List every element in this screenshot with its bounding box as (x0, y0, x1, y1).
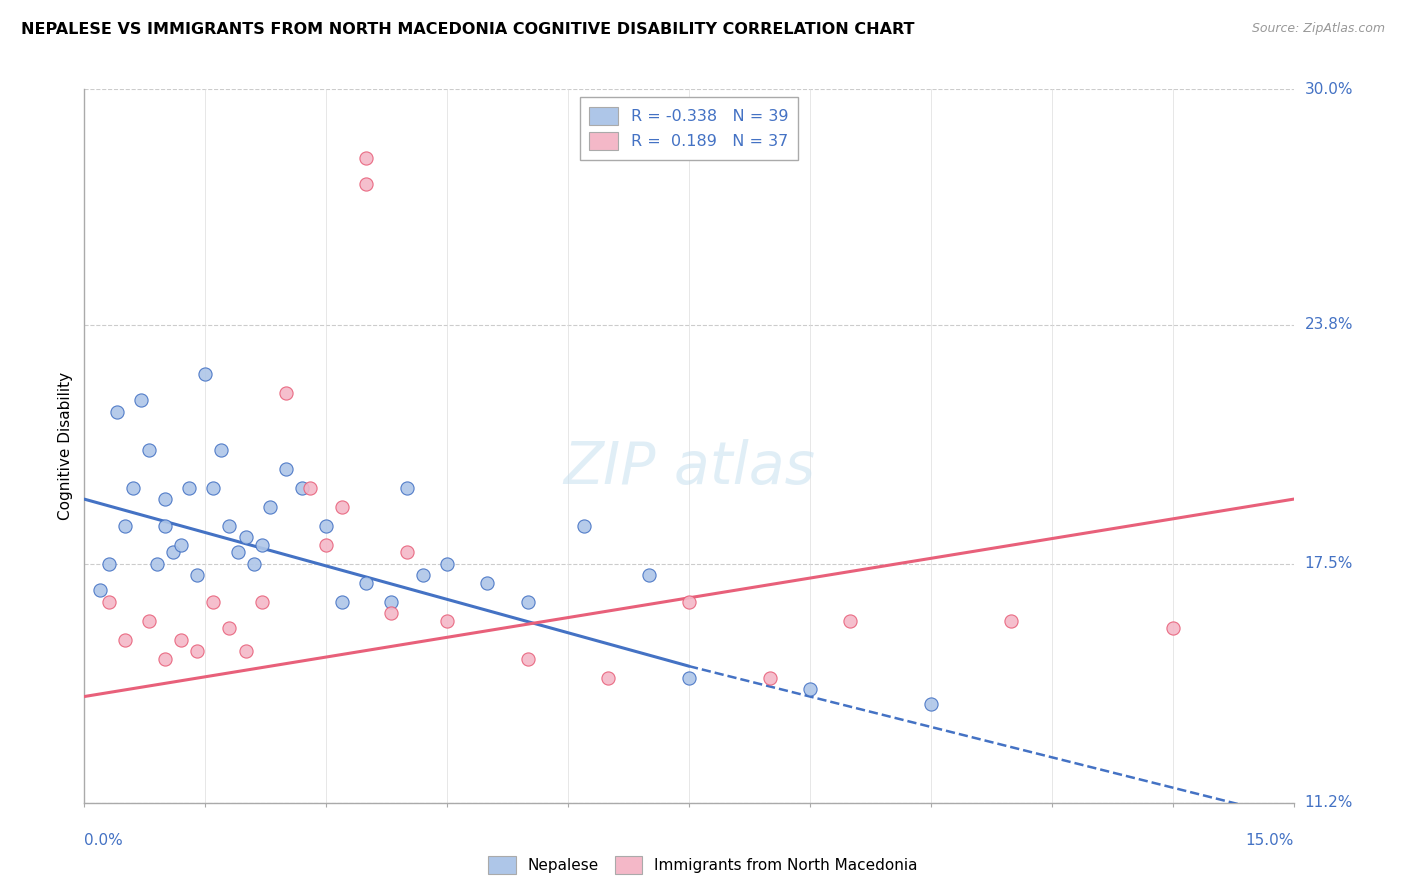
Point (162, 545, 184, 559)
Text: 15.0%: 15.0% (1246, 833, 1294, 848)
Point (209, 442, 232, 457)
Text: 0.0%: 0.0% (84, 833, 124, 848)
Point (121, 481, 143, 495)
Point (637, 568, 659, 582)
Point (202, 594, 225, 608)
Point (356, 177, 378, 191)
Point (138, 614, 160, 628)
Point (129, 393, 152, 408)
Point (758, 671, 780, 685)
Point (412, 568, 434, 582)
Point (235, 530, 257, 544)
Point (315, 538, 337, 552)
Point (250, 538, 273, 552)
Point (235, 644, 257, 658)
Point (97, 594, 120, 608)
Point (194, 367, 217, 381)
Point (138, 442, 160, 457)
Point (380, 594, 402, 608)
Legend: Nepalese, Immigrants from North Macedonia: Nepalese, Immigrants from North Macedoni… (482, 850, 924, 880)
Text: 11.2%: 11.2% (1305, 796, 1353, 810)
Point (920, 697, 942, 711)
Point (291, 481, 314, 495)
Point (97, 557, 120, 571)
Point (330, 500, 353, 514)
Text: ZIP atlas: ZIP atlas (562, 439, 815, 496)
Point (259, 500, 281, 514)
Point (274, 385, 297, 400)
Point (356, 151, 378, 165)
Point (105, 405, 128, 419)
Point (170, 538, 193, 552)
Point (598, 671, 620, 685)
Point (170, 632, 193, 647)
Point (380, 606, 402, 620)
Point (186, 568, 208, 582)
Point (436, 557, 458, 571)
Point (1161, 621, 1184, 635)
Point (678, 594, 700, 608)
Point (356, 575, 378, 590)
Point (799, 681, 821, 696)
Text: 17.5%: 17.5% (1305, 557, 1353, 571)
Text: NEPALESE VS IMMIGRANTS FROM NORTH MACEDONIA COGNITIVE DISABILITY CORRELATION CHA: NEPALESE VS IMMIGRANTS FROM NORTH MACEDO… (21, 22, 914, 37)
Point (572, 518, 595, 533)
Point (202, 481, 225, 495)
Point (516, 651, 538, 665)
Point (186, 644, 208, 658)
Text: Source: ZipAtlas.com: Source: ZipAtlas.com (1251, 22, 1385, 36)
Point (242, 557, 264, 571)
Point (436, 614, 458, 628)
Point (179, 481, 201, 495)
Point (299, 481, 322, 495)
Point (274, 462, 297, 476)
Point (114, 518, 136, 533)
Text: 30.0%: 30.0% (1305, 82, 1353, 96)
Point (330, 594, 353, 608)
Point (839, 614, 862, 628)
Legend: R = -0.338   N = 39, R =  0.189   N = 37: R = -0.338 N = 39, R = 0.189 N = 37 (579, 97, 799, 160)
Point (153, 518, 176, 533)
Point (315, 518, 337, 533)
Point (153, 492, 176, 507)
Point (226, 545, 249, 559)
Point (218, 621, 240, 635)
Point (153, 651, 176, 665)
Point (218, 518, 240, 533)
Text: 23.8%: 23.8% (1305, 317, 1353, 332)
Point (395, 481, 418, 495)
Point (114, 632, 136, 647)
Point (146, 557, 169, 571)
Point (250, 594, 273, 608)
Point (1000, 614, 1022, 628)
Point (395, 545, 418, 559)
Y-axis label: Cognitive Disability: Cognitive Disability (58, 372, 73, 520)
Point (516, 594, 538, 608)
Point (477, 575, 499, 590)
Point (89, 583, 111, 598)
Point (678, 671, 700, 685)
